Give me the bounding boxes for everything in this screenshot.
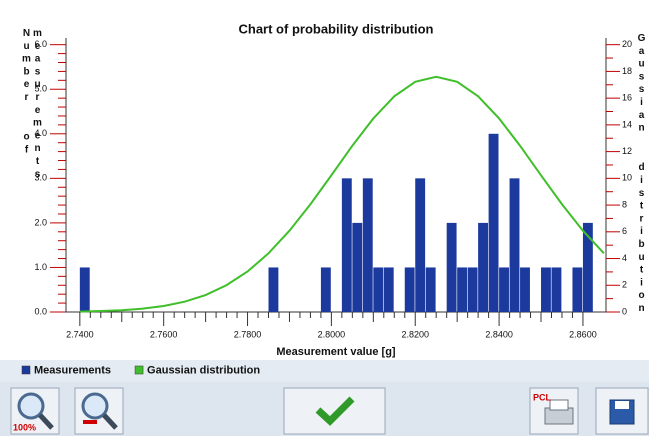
y2-tick-label: 10 [622,173,632,183]
y2-tick-label: 14 [622,119,632,129]
y-tick-label: 2.0 [34,217,47,227]
y-tick-label: 3.0 [34,173,47,183]
x-tick-label: 2.8200 [401,329,429,339]
x-tick-label: 2.8400 [485,329,513,339]
histogram-bar [582,222,593,312]
y2-tick-label: 6 [622,226,627,236]
y2-tick-label: 12 [622,146,632,156]
x-axis-label: Measurement value [g] [276,346,396,358]
icon [102,413,118,430]
button-label: PCL [533,392,552,402]
y2-tick-label: 0 [622,306,627,316]
y-tick-label: 1.0 [34,262,47,272]
histogram-bar [404,267,415,312]
histogram-bar [341,178,352,312]
legend-label: Gaussian distribution [147,364,260,376]
y-tick-label: 6.0 [34,39,47,49]
button-frame[interactable] [283,387,386,435]
x-tick-label: 2.7400 [66,329,94,339]
confirm-button[interactable] [283,387,386,435]
zoom-reset-button[interactable]: 100% [10,387,60,435]
histogram-bar [320,267,331,312]
y2-tick-label: 4 [622,253,627,263]
y2-tick-label: 16 [622,93,632,103]
button-label: 100% [13,422,36,432]
histogram-bar [478,222,489,312]
x-tick-label: 2.8000 [318,329,346,339]
y2-tick-label: 2 [622,280,627,290]
histogram-bar [79,267,90,312]
histogram-bar [457,267,468,312]
icon [81,392,109,420]
histogram-bar [551,267,562,312]
icon [38,413,54,430]
y2-tick-label: 8 [622,199,627,209]
histogram-bar [467,267,478,312]
icon [615,401,629,409]
icon [17,392,45,420]
legend-swatch [134,365,144,375]
legend-swatch [21,365,31,375]
histogram-bar [373,267,384,312]
histogram-bar [446,222,457,312]
histogram-bar [509,178,520,312]
toolbar: 100% PCL [10,387,649,435]
icon [315,396,355,426]
histogram-bar [499,267,509,312]
histogram-bar [352,222,363,312]
y-tick-label: 5.0 [34,84,47,94]
x-tick-label: 2.7600 [150,329,178,339]
histogram-bar [572,267,583,312]
icon [549,399,569,411]
histogram-bar [362,178,373,312]
histogram-bar [268,267,279,312]
histogram-bar [383,267,394,312]
gaussian-curve [79,75,605,313]
y2-tick-label: 18 [622,66,632,76]
histogram-bar [520,267,530,312]
y-tick-label: 4.0 [34,128,47,138]
y2-tick-label: 20 [622,39,632,49]
histogram-bar [415,178,426,312]
y-tick-label: 0.0 [34,306,47,316]
legend-label: Measurements [34,364,111,376]
save-button[interactable] [595,387,649,435]
zoom-out-button[interactable] [74,387,124,435]
histogram-bar [425,267,436,312]
y2-axis-label: Gaussian distribution [636,33,647,316]
legend-bar [0,360,649,382]
y-axis-label: Number of measurements [21,28,43,182]
x-tick-label: 2.7800 [234,329,262,339]
histogram-bar [488,133,499,312]
histogram-bar [541,267,551,312]
x-tick-label: 2.8600 [569,329,597,339]
print-button[interactable]: PCL [529,387,579,435]
chart-title: Chart of probability distribution [239,21,434,36]
